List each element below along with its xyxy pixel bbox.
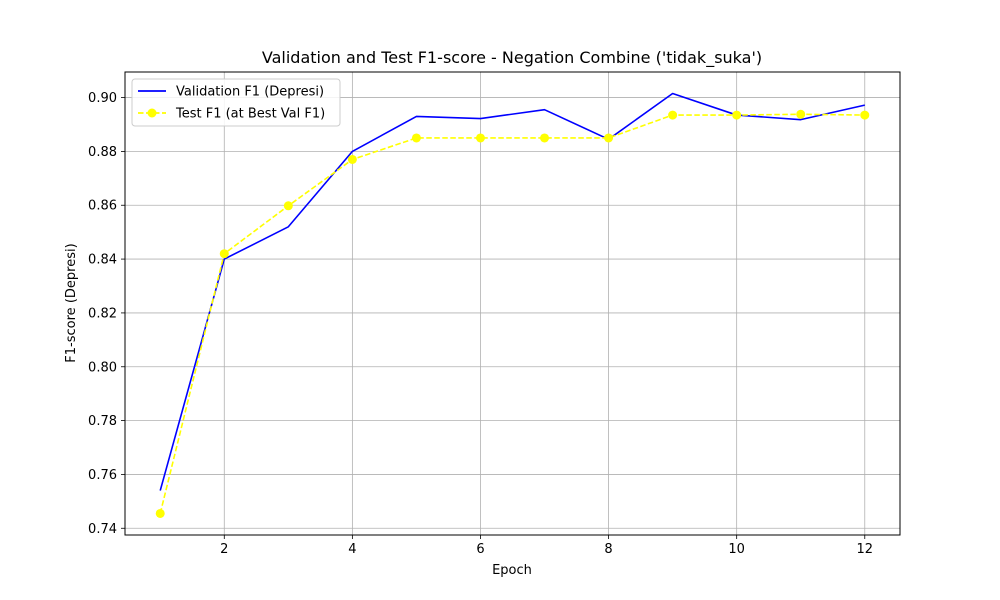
series-layer bbox=[155, 92, 870, 518]
y-tick-label: 0.88 bbox=[88, 145, 117, 160]
x-tick-label: 10 bbox=[728, 542, 745, 557]
legend-box bbox=[131, 78, 341, 127]
series-point-1 bbox=[604, 133, 614, 143]
legend-label-validation: Validation F1 (Depresi) bbox=[176, 85, 324, 100]
y-tick-label: 0.80 bbox=[88, 360, 117, 375]
legend: Validation F1 (Depresi) Test F1 (at Best… bbox=[131, 78, 341, 127]
y-tick-label: 0.78 bbox=[88, 414, 117, 429]
series-point-1 bbox=[732, 110, 742, 120]
x-tick-label: 8 bbox=[604, 542, 612, 557]
series-point-1 bbox=[860, 110, 870, 120]
series-point-1 bbox=[219, 249, 229, 259]
chart-title: Validation and Test F1-score - Negation … bbox=[262, 48, 762, 68]
legend-label-test: Test F1 (at Best Val F1) bbox=[175, 107, 325, 122]
series-point-1 bbox=[155, 508, 165, 518]
tick-layer: 2 4 6 8 10 12 0.74 0.76 0.78 0.80 0.82 0.84 0.86 0.88… bbox=[88, 91, 873, 557]
series-point-1 bbox=[475, 133, 485, 143]
series-point-1 bbox=[668, 110, 678, 120]
series-point-1 bbox=[411, 133, 421, 143]
legend-marker-test bbox=[147, 108, 157, 118]
x-tick-label: 4 bbox=[348, 542, 356, 557]
series-point-1 bbox=[283, 201, 293, 211]
x-tick-label: 12 bbox=[856, 542, 873, 557]
y-tick-label: 0.74 bbox=[88, 522, 117, 537]
series-point-1 bbox=[540, 133, 550, 143]
y-tick-label: 0.76 bbox=[88, 468, 117, 483]
y-axis-label: F1-score (Depresi) bbox=[64, 243, 79, 362]
y-tick-label: 0.84 bbox=[88, 253, 117, 268]
x-axis-label: Epoch bbox=[492, 563, 532, 578]
series-line-1 bbox=[159, 113, 865, 514]
series-line-0 bbox=[159, 92, 865, 491]
y-tick-label: 0.86 bbox=[88, 199, 117, 214]
y-tick-label: 0.82 bbox=[88, 306, 117, 321]
series-point-1 bbox=[796, 109, 806, 119]
axes-frame bbox=[124, 71, 901, 536]
series-point-1 bbox=[347, 154, 357, 164]
y-tick-label: 0.90 bbox=[88, 91, 117, 106]
x-tick-label: 6 bbox=[476, 542, 484, 557]
x-tick-label: 2 bbox=[220, 542, 228, 557]
grid bbox=[125, 72, 900, 535]
